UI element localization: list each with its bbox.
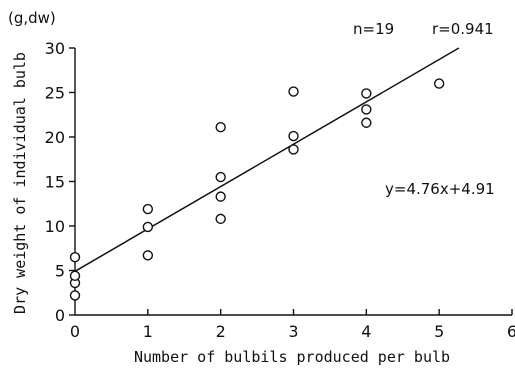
y-axis-title: Dry weight of individual bulb <box>11 52 29 314</box>
ticks-group: 0 5 10 15 20 25 30 0 1 2 3 4 5 6 <box>45 39 515 341</box>
x-tick-label: 6 <box>507 322 515 341</box>
regression-equation: y=4.76x+4.91 <box>385 180 495 198</box>
regression-line <box>74 47 460 272</box>
points-group <box>69 78 445 301</box>
x-tick-label: 4 <box>361 322 371 341</box>
y-tick-label: 10 <box>45 217 65 236</box>
y-tick-label: 5 <box>55 262 65 281</box>
data-point <box>215 213 226 225</box>
regression-group <box>74 47 460 272</box>
data-point <box>215 191 226 202</box>
unit-label: (g,dw) <box>8 9 56 27</box>
data-point <box>69 290 81 301</box>
data-point <box>288 130 299 142</box>
x-tick-label: 2 <box>216 322 226 341</box>
x-tick-label: 5 <box>434 322 444 341</box>
y-tick-label: 15 <box>45 173 65 192</box>
data-point <box>361 117 372 128</box>
data-point <box>69 251 81 263</box>
data-point <box>361 88 372 99</box>
y-tick-label: 25 <box>45 84 65 103</box>
y-tick-label: 0 <box>55 306 65 325</box>
y-tick-label: 30 <box>45 39 65 58</box>
n-label: n=19 <box>353 20 394 38</box>
data-point <box>142 221 154 233</box>
data-point <box>361 104 372 115</box>
x-tick-label: 1 <box>143 322 153 341</box>
x-tick-label: 3 <box>288 322 298 341</box>
data-point <box>288 86 299 97</box>
data-point <box>215 122 226 133</box>
data-point <box>142 203 154 215</box>
x-tick-label: 0 <box>70 322 80 341</box>
data-point <box>142 250 154 261</box>
r-label: r=0.941 <box>432 20 494 38</box>
x-axis-title: Number of bulbils produced per bulb <box>134 348 450 366</box>
y-tick-label: 20 <box>45 128 65 147</box>
data-point <box>433 78 445 89</box>
data-point <box>69 270 81 282</box>
data-point <box>288 144 299 155</box>
data-point <box>215 171 226 183</box>
